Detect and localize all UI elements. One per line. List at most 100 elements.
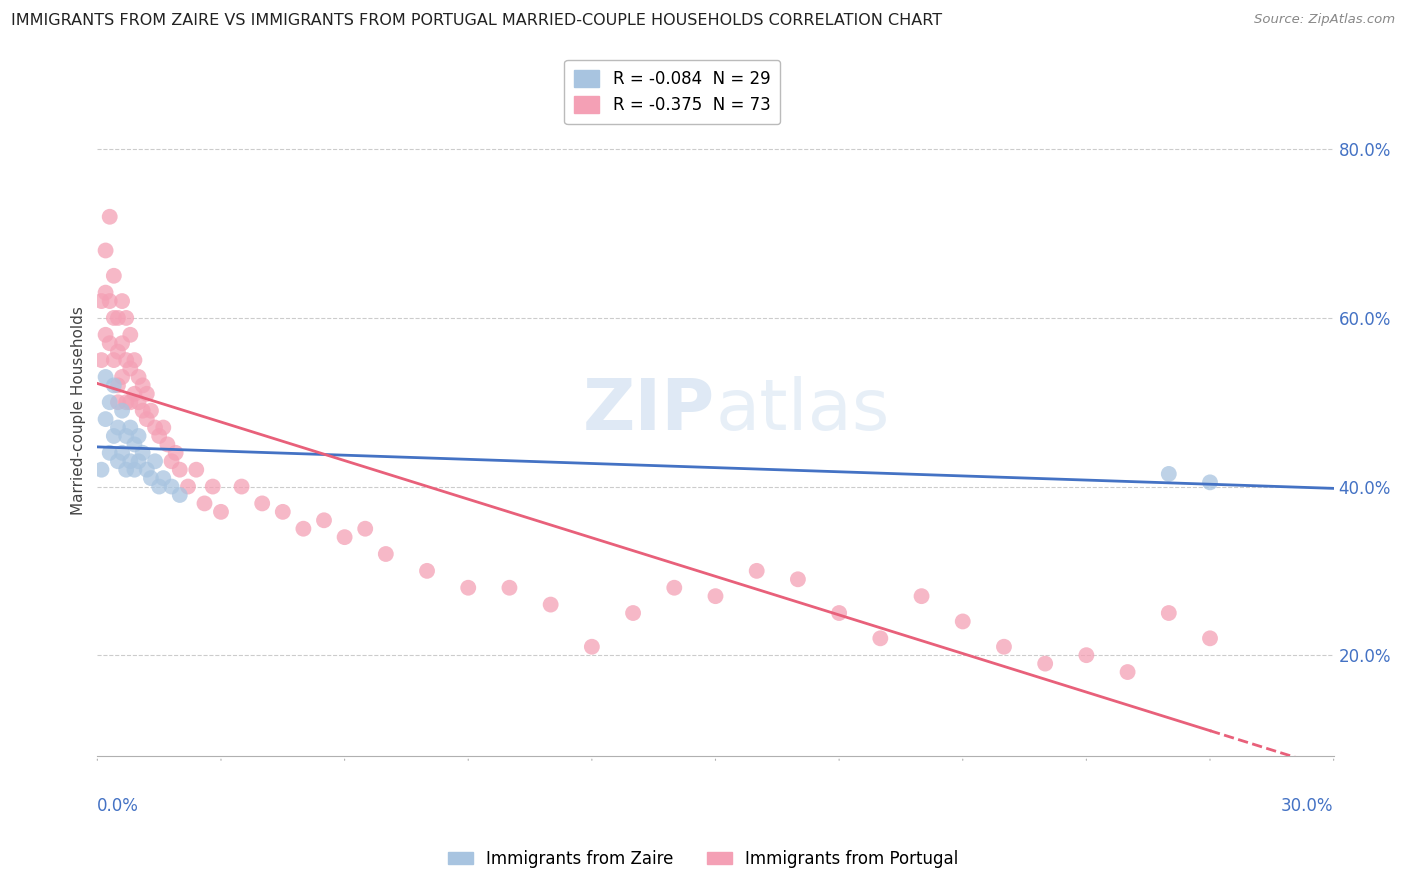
Point xyxy=(952,615,974,629)
Point xyxy=(621,606,644,620)
Point xyxy=(128,370,150,384)
Point xyxy=(128,429,150,443)
Point xyxy=(98,446,121,460)
Point xyxy=(107,344,129,359)
Point xyxy=(107,378,129,392)
Point xyxy=(120,454,142,468)
Point xyxy=(124,463,146,477)
Point xyxy=(135,412,157,426)
Point xyxy=(131,403,153,417)
Point xyxy=(103,353,125,368)
Point xyxy=(111,370,134,384)
Point xyxy=(910,589,932,603)
Point xyxy=(156,437,179,451)
Point xyxy=(111,403,134,417)
Point xyxy=(143,454,166,468)
Point xyxy=(98,336,121,351)
Point xyxy=(98,294,121,309)
Point xyxy=(193,496,215,510)
Point xyxy=(94,244,117,258)
Point xyxy=(120,420,142,434)
Point xyxy=(120,361,142,376)
Point xyxy=(745,564,768,578)
Point xyxy=(540,598,562,612)
Point xyxy=(115,310,138,325)
Point xyxy=(1157,467,1180,481)
Point xyxy=(374,547,396,561)
Point xyxy=(103,429,125,443)
Point xyxy=(1199,475,1222,490)
Point xyxy=(111,294,134,309)
Point xyxy=(111,446,134,460)
Point xyxy=(107,454,129,468)
Point xyxy=(98,395,121,409)
Point xyxy=(107,310,129,325)
Point xyxy=(124,437,146,451)
Point xyxy=(148,479,170,493)
Point xyxy=(98,210,121,224)
Point xyxy=(169,463,191,477)
Point xyxy=(231,479,253,493)
Point xyxy=(135,463,157,477)
Point xyxy=(115,353,138,368)
Legend: Immigrants from Zaire, Immigrants from Portugal: Immigrants from Zaire, Immigrants from P… xyxy=(441,844,965,875)
Legend: R = -0.084  N = 29, R = -0.375  N = 73: R = -0.084 N = 29, R = -0.375 N = 73 xyxy=(564,60,780,124)
Point xyxy=(94,327,117,342)
Text: atlas: atlas xyxy=(716,376,890,445)
Point xyxy=(139,403,162,417)
Point xyxy=(869,632,891,646)
Point xyxy=(135,386,157,401)
Point xyxy=(416,564,439,578)
Point xyxy=(90,353,112,368)
Point xyxy=(124,353,146,368)
Point xyxy=(169,488,191,502)
Point xyxy=(143,420,166,434)
Point xyxy=(333,530,356,544)
Point xyxy=(124,386,146,401)
Point xyxy=(131,446,153,460)
Point xyxy=(828,606,851,620)
Point xyxy=(1157,606,1180,620)
Point xyxy=(90,294,112,309)
Point xyxy=(139,471,162,485)
Point xyxy=(1076,648,1098,663)
Point xyxy=(165,446,187,460)
Point xyxy=(1199,632,1222,646)
Point xyxy=(271,505,294,519)
Point xyxy=(103,268,125,283)
Point xyxy=(152,471,174,485)
Point xyxy=(1033,657,1056,671)
Point xyxy=(186,463,208,477)
Point xyxy=(250,496,273,510)
Point xyxy=(120,327,142,342)
Point xyxy=(148,429,170,443)
Point xyxy=(103,378,125,392)
Text: 30.0%: 30.0% xyxy=(1281,797,1334,814)
Point xyxy=(128,454,150,468)
Point xyxy=(312,513,335,527)
Point xyxy=(160,454,183,468)
Point xyxy=(115,463,138,477)
Point xyxy=(993,640,1015,654)
Point xyxy=(107,420,129,434)
Point xyxy=(94,370,117,384)
Point xyxy=(787,572,810,586)
Point xyxy=(581,640,603,654)
Point xyxy=(354,522,377,536)
Text: IMMIGRANTS FROM ZAIRE VS IMMIGRANTS FROM PORTUGAL MARRIED-COUPLE HOUSEHOLDS CORR: IMMIGRANTS FROM ZAIRE VS IMMIGRANTS FROM… xyxy=(11,13,942,29)
Point xyxy=(457,581,479,595)
Y-axis label: Married-couple Households: Married-couple Households xyxy=(72,306,86,515)
Point xyxy=(1116,665,1139,679)
Text: ZIP: ZIP xyxy=(583,376,716,445)
Point xyxy=(111,336,134,351)
Point xyxy=(209,505,232,519)
Point xyxy=(128,395,150,409)
Point xyxy=(177,479,200,493)
Point xyxy=(90,463,112,477)
Point xyxy=(107,395,129,409)
Text: Source: ZipAtlas.com: Source: ZipAtlas.com xyxy=(1254,13,1395,27)
Point xyxy=(120,395,142,409)
Point xyxy=(115,395,138,409)
Point xyxy=(498,581,520,595)
Point xyxy=(94,412,117,426)
